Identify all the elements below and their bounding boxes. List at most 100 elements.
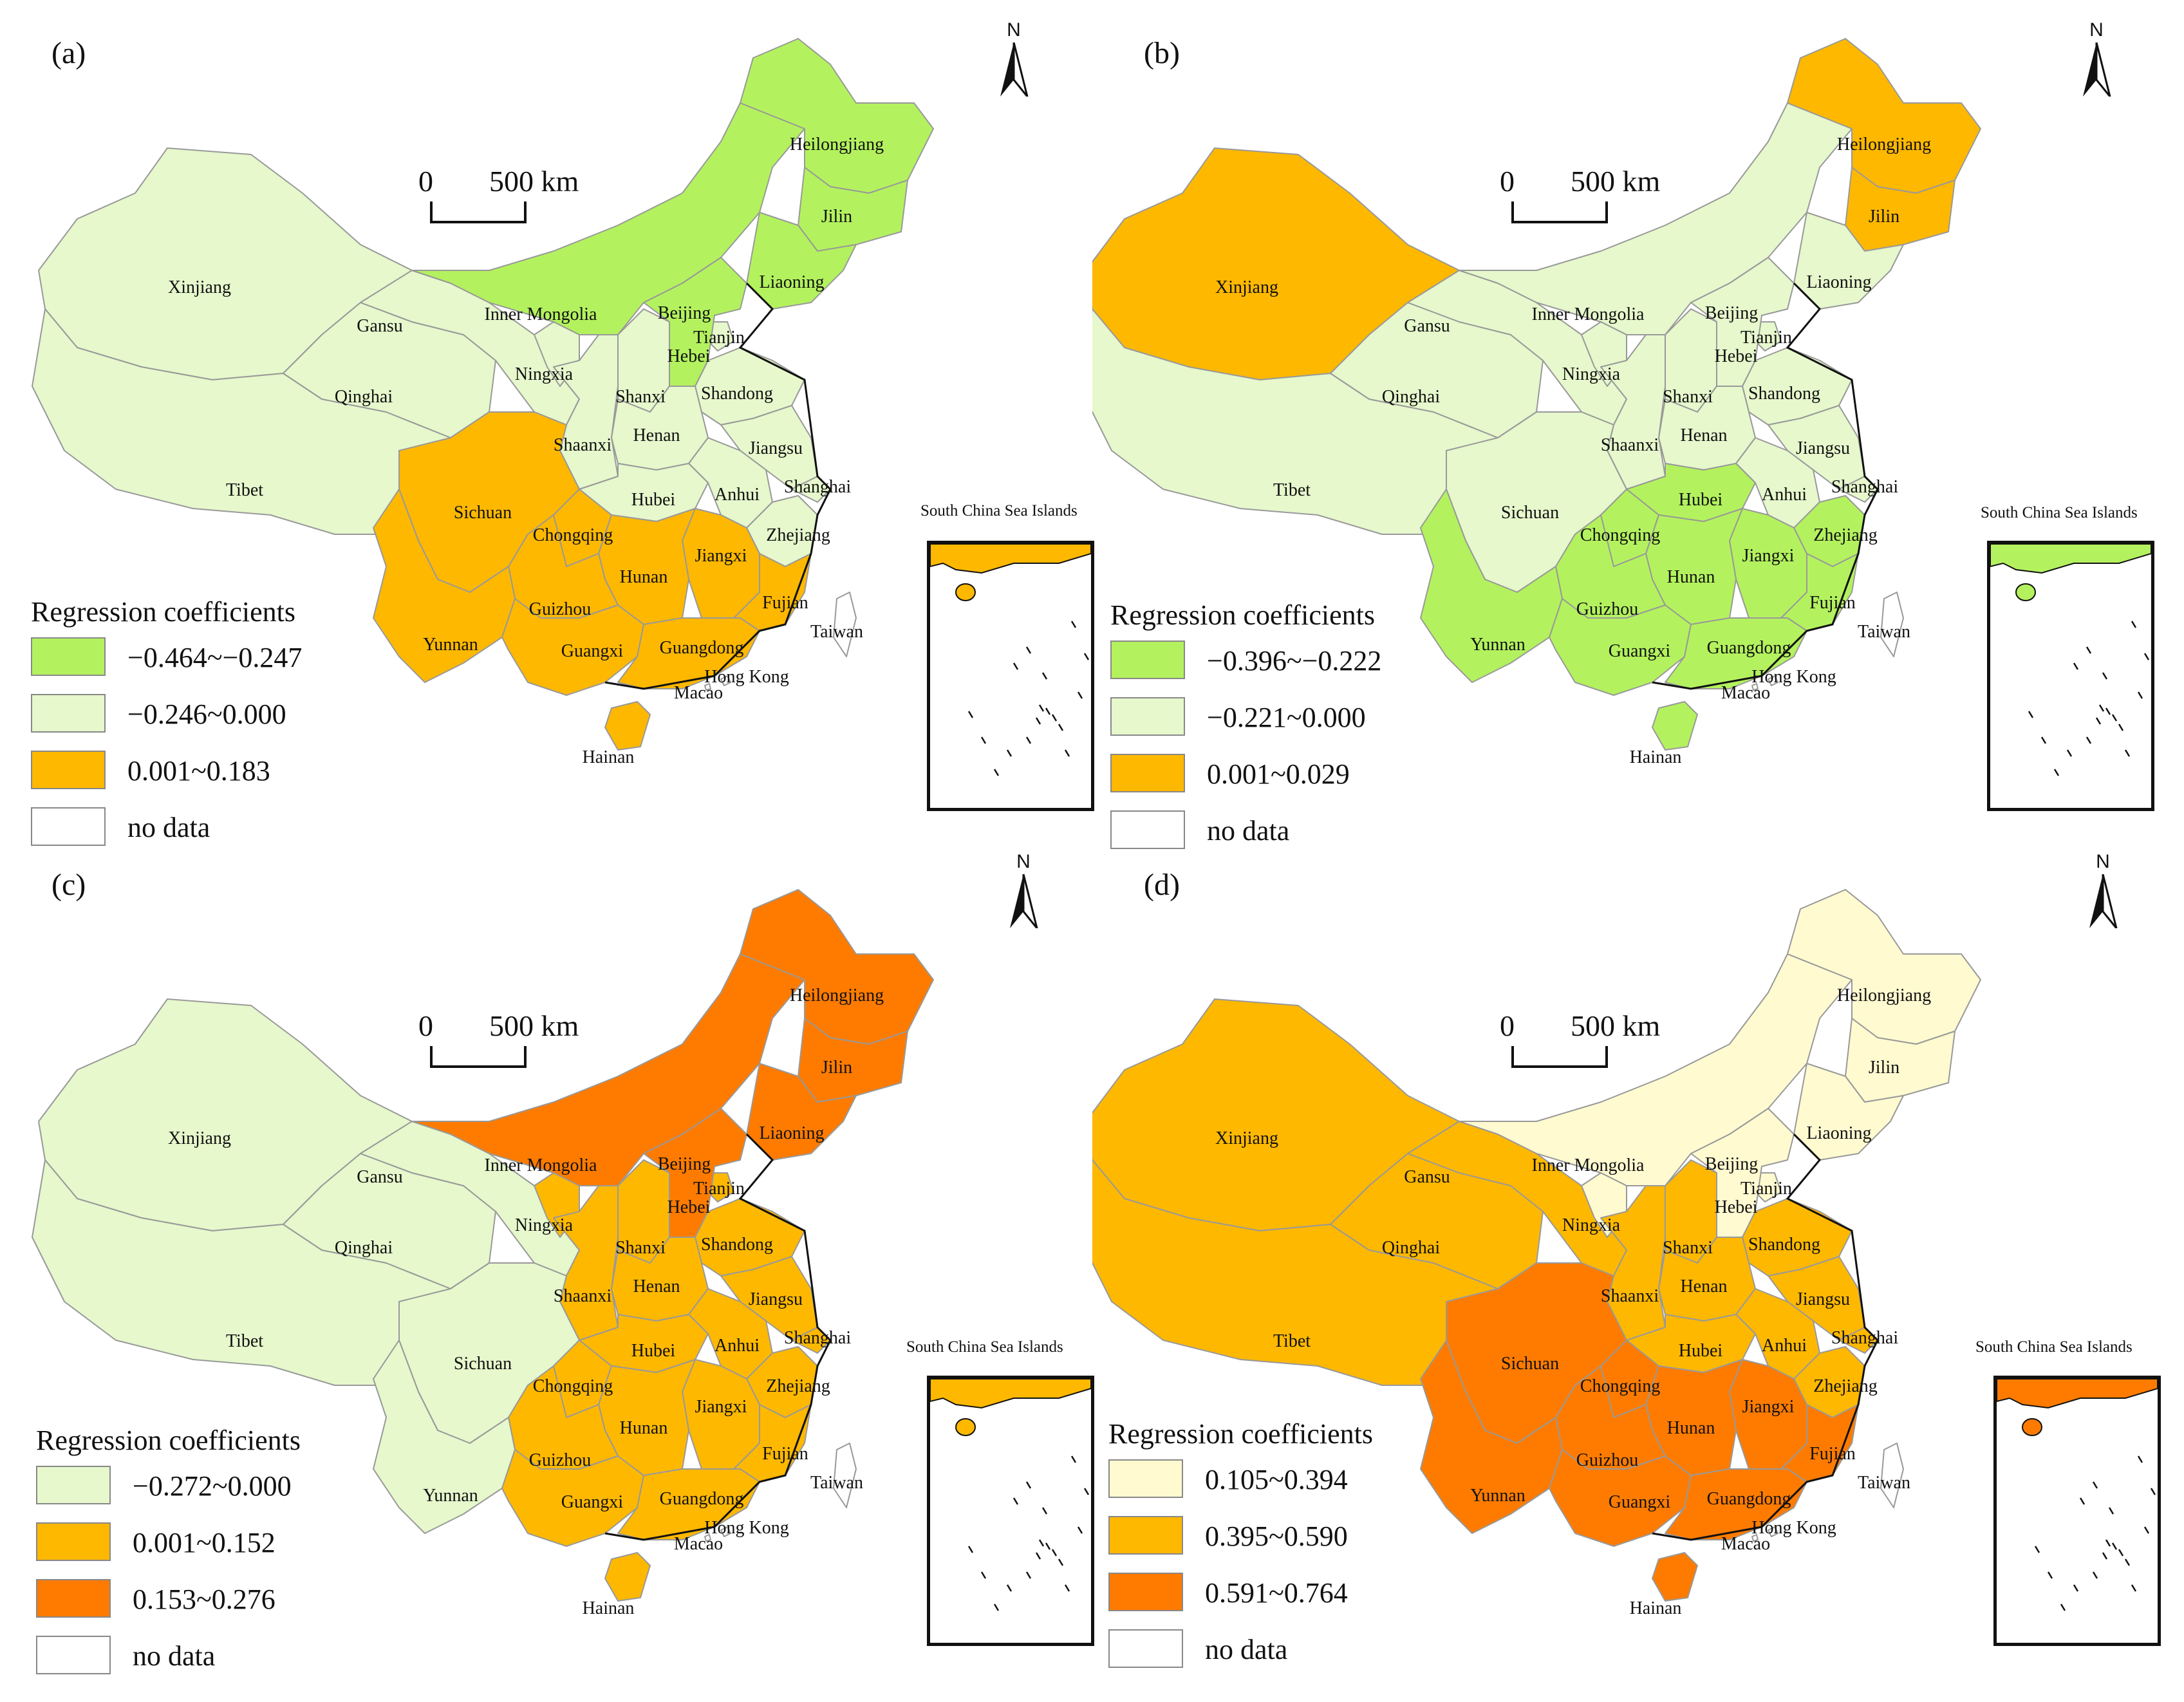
- legend-entry: −0.246~0.000: [31, 694, 295, 736]
- scale-distance-label: 500 km: [489, 165, 579, 198]
- region-label-liaoning: Liaoning: [1806, 272, 1871, 292]
- legend-range-label: 0.591~0.764: [1205, 1577, 1348, 1609]
- legend: Regression coefficients −0.464~−0.247 −0.…: [31, 595, 302, 850]
- region-label-gansu: Gansu: [357, 1167, 403, 1187]
- inset-island-mark: [2105, 707, 2111, 715]
- north-label: N: [1007, 19, 1021, 41]
- inset-island-mark: [2111, 714, 2118, 722]
- coastline: [604, 1133, 832, 1541]
- legend-range-label: 0.001~0.152: [133, 1527, 275, 1558]
- region-label-jiangsu: Jiangsu: [1796, 438, 1850, 458]
- region-label-hunan: Hunan: [620, 1418, 668, 1438]
- inset-island-mark: [1006, 749, 1013, 757]
- region-taiwan: [833, 1443, 857, 1508]
- region-shaanxi: [553, 1185, 619, 1341]
- legend: Regression coefficients −0.396~−0.222 −0.…: [1110, 599, 1381, 853]
- region-label-guangxi: Guangxi: [1609, 1492, 1671, 1512]
- region-label-fujian: Fujian: [762, 1444, 808, 1464]
- north-arrow: N: [991, 19, 1036, 97]
- region-hongkong: [720, 1526, 731, 1537]
- legend-entry: 0.001~0.183: [31, 751, 295, 793]
- region-label-zhejiang: Zhejiang: [766, 1376, 830, 1396]
- inset-island-mark: [1038, 704, 1045, 712]
- region-label-xinjiang: Xinjiang: [1215, 1128, 1278, 1148]
- region-label-hainan: Hainan: [1630, 747, 1682, 767]
- region-label-xinjiang: Xinjiang: [168, 277, 231, 297]
- region-label-hongkong: Hong Kong: [1751, 1518, 1836, 1538]
- legend-swatch: [31, 751, 106, 789]
- legend-range-label: 0.153~0.276: [133, 1584, 275, 1615]
- inset-mainland-coast: [930, 1379, 1091, 1409]
- inset-island-mark: [2034, 1546, 2040, 1553]
- north-arrow-icon: [1010, 874, 1038, 928]
- inset-island-mark: [1025, 1571, 1032, 1579]
- north-arrow-icon: [1000, 42, 1029, 97]
- region-label-ningxia: Ningxia: [1562, 1215, 1621, 1235]
- region-hainan: [604, 701, 651, 751]
- inset-island-mark: [2102, 1552, 2108, 1560]
- region-label-guizhou: Guizhou: [529, 1450, 591, 1470]
- scale-bar: 0 500 km: [418, 1009, 624, 1080]
- region-label-guizhou: Guizhou: [1576, 1450, 1638, 1470]
- region-label-gansu: Gansu: [1404, 1167, 1450, 1187]
- inset-island-mark: [1077, 1526, 1083, 1534]
- region-label-chongqing: Chongqing: [1580, 525, 1660, 545]
- region-label-taiwan: Taiwan: [1858, 1473, 1910, 1493]
- region-label-zhejiang: Zhejiang: [1813, 1376, 1878, 1396]
- region-label-shanghai: Shanghai: [784, 477, 851, 497]
- inset-island-mark: [1041, 672, 1048, 680]
- region-hainan: [604, 1552, 651, 1602]
- inset-island-mark: [2073, 662, 2079, 670]
- inset-mainland-coast: [1997, 1379, 2158, 1409]
- region-label-hubei: Hubei: [1679, 1341, 1723, 1361]
- region-taiwan: [1880, 1443, 1904, 1508]
- region-label-taiwan: Taiwan: [810, 1473, 863, 1493]
- inset-island-mark: [2105, 1539, 2111, 1547]
- legend-entry: 0.395~0.590: [1108, 1516, 1373, 1558]
- legend-swatch: [31, 807, 106, 846]
- region-label-hunan: Hunan: [1667, 567, 1715, 587]
- panel-label: (d): [1144, 868, 1180, 902]
- region-label-shanxi: Shanxi: [1663, 1238, 1713, 1258]
- region-guangxi: [501, 598, 644, 696]
- region-label-ningxia: Ningxia: [1562, 364, 1621, 384]
- inset-hainan: [2022, 1418, 2042, 1436]
- legend-entry: 0.105~0.394: [1108, 1459, 1373, 1502]
- panel-label: (b): [1144, 36, 1180, 70]
- region-label-jiangxi: Jiangxi: [695, 546, 747, 566]
- region-label-inner-mongolia: Inner Mongolia: [1532, 1155, 1645, 1175]
- inset-mainland-coast: [930, 544, 1091, 574]
- legend-swatch: [1108, 1459, 1183, 1498]
- scale-distance-label: 500 km: [489, 1009, 579, 1042]
- scale-bar-line: [1511, 1046, 1608, 1068]
- inset-island-mark: [2060, 1604, 2066, 1611]
- region-label-yunnan: Yunnan: [423, 1486, 478, 1506]
- region-label-jiangsu: Jiangsu: [749, 1289, 803, 1309]
- north-arrow: N: [2074, 19, 2119, 97]
- scale-distance-label: 500 km: [1571, 1009, 1661, 1042]
- region-macao: [704, 683, 711, 691]
- region-label-sichuan: Sichuan: [454, 1354, 512, 1374]
- scale-zero-label: 0: [1500, 165, 1515, 198]
- inset-island-mark: [2150, 1488, 2156, 1495]
- inset-island-mark: [2086, 736, 2092, 744]
- legend-entry: no data: [1110, 810, 1375, 853]
- scale-bar-line: [1511, 201, 1608, 223]
- region-label-sichuan: Sichuan: [454, 503, 512, 523]
- inset-island-mark: [2066, 749, 2073, 757]
- inset-island-mark: [2047, 1571, 2053, 1579]
- inset-island-mark: [1058, 724, 1064, 731]
- region-label-guangdong: Guangdong: [660, 638, 744, 658]
- region-label-inner-mongolia: Inner Mongolia: [485, 1155, 598, 1175]
- legend-entry: −0.221~0.000: [1110, 697, 1375, 740]
- region-label-anhui: Anhui: [1762, 485, 1807, 505]
- inset-island-mark: [1045, 1542, 1051, 1550]
- legend-title: Regression coefficients: [36, 1425, 301, 1456]
- region-hebei: [643, 257, 747, 387]
- inset-island-mark: [2102, 672, 2108, 680]
- inset-hainan: [955, 583, 976, 601]
- inset-island-mark: [1064, 749, 1070, 757]
- region-guangdong: [1665, 617, 1807, 689]
- inset-island-mark: [1025, 736, 1032, 744]
- legend-entry: −0.396~−0.222: [1110, 641, 1381, 683]
